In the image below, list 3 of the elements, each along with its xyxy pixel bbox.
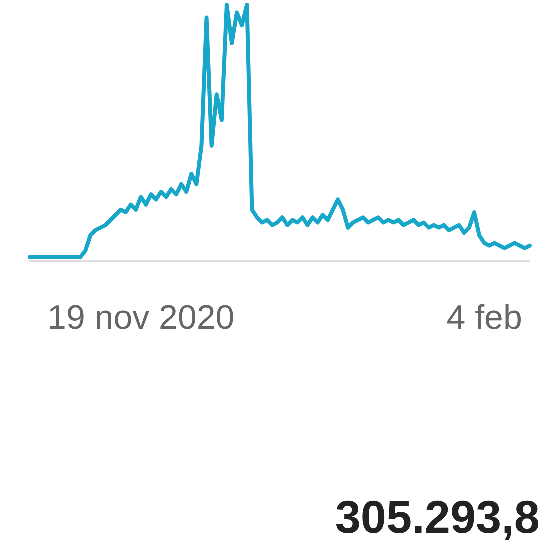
- text: 305.293,8: [335, 490, 540, 544]
- x-tick-label: 4 feb: [446, 298, 522, 337]
- x-tick-label: 19 nov 2020: [48, 298, 235, 337]
